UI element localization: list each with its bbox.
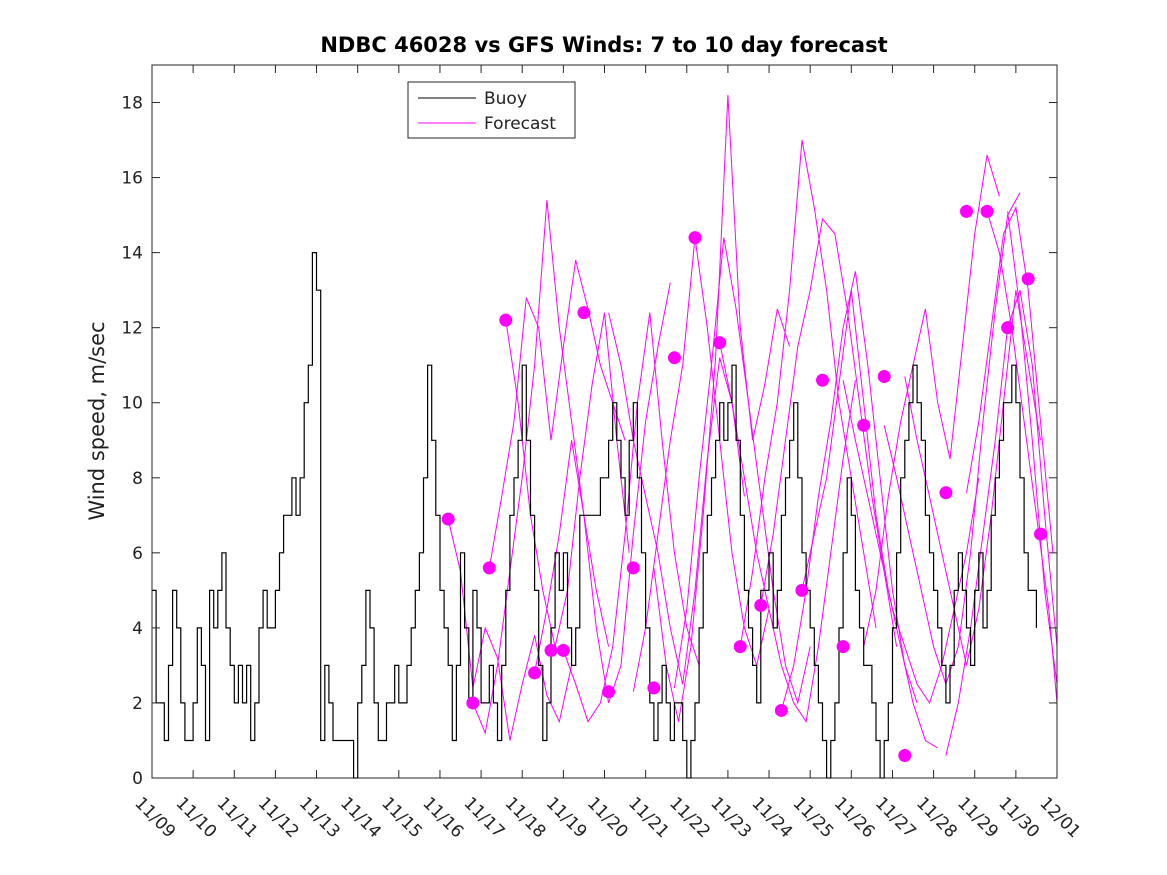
forecast-line xyxy=(760,217,898,647)
forecast-line xyxy=(488,259,626,568)
y-tick-label: 16 xyxy=(121,169,143,189)
forecast-marker xyxy=(544,643,558,657)
forecast-line xyxy=(945,290,1058,756)
forecast-series-group xyxy=(447,94,1058,756)
y-tick-label: 6 xyxy=(132,544,143,564)
forecast-line xyxy=(863,154,1000,647)
forecast-line xyxy=(801,290,938,749)
forecast-marker xyxy=(528,666,542,680)
forecast-line xyxy=(966,205,1054,553)
forecast-marker xyxy=(688,231,702,245)
legend-forecast-label: Forecast xyxy=(484,114,556,134)
forecast-line xyxy=(719,342,856,724)
forecast-marker xyxy=(816,373,830,387)
y-tick-label: 14 xyxy=(121,244,143,264)
forecast-line xyxy=(472,200,610,735)
forecast-marker xyxy=(499,313,513,327)
legend: Buoy Forecast xyxy=(407,81,576,139)
forecast-line xyxy=(534,282,671,704)
forecast-line xyxy=(842,380,980,705)
forecast-line xyxy=(608,312,745,685)
forecast-marker xyxy=(556,643,570,657)
forecast-marker xyxy=(441,512,455,526)
forecast-marker xyxy=(1021,272,1035,286)
forecast-line xyxy=(986,211,1058,703)
y-axis-label: Wind speed, m/sec xyxy=(85,321,109,520)
forecast-marker xyxy=(774,703,788,717)
forecast-line xyxy=(780,271,918,711)
forecast-marker xyxy=(466,696,480,710)
forecast-marker xyxy=(577,306,591,320)
y-axis: 0 2 4 6 8 10 12 14 16 18 xyxy=(121,94,1057,789)
forecast-marker xyxy=(482,561,496,575)
forecast-line xyxy=(904,290,1041,666)
forecast-marker xyxy=(960,204,973,218)
y-tick-label: 0 xyxy=(132,769,143,789)
forecast-marker xyxy=(857,418,871,432)
y-tick-label: 18 xyxy=(121,94,143,114)
forecast-marker xyxy=(1034,527,1048,541)
forecast-line xyxy=(562,312,700,723)
forecast-line xyxy=(1007,211,1058,685)
forecast-line xyxy=(632,237,770,692)
forecast-marker xyxy=(795,583,809,597)
forecast-line xyxy=(673,237,811,705)
forecast-marker xyxy=(733,640,747,654)
forecast-marker xyxy=(754,598,768,612)
forecast-marker xyxy=(836,640,850,654)
buoy-series-group xyxy=(152,252,1037,779)
legend-box xyxy=(407,81,576,139)
y-tick-label: 12 xyxy=(121,319,143,339)
chart-title: NDBC 46028 vs GFS Winds: 7 to 10 day for… xyxy=(320,33,887,57)
y-tick-label: 2 xyxy=(132,694,143,714)
forecast-marker xyxy=(626,561,640,575)
buoy-line xyxy=(152,252,1037,779)
y-tick-label: 4 xyxy=(132,619,143,639)
forecast-markers-group xyxy=(441,204,1048,762)
legend-buoy-label: Buoy xyxy=(484,89,527,109)
plot-area xyxy=(152,65,1057,778)
forecast-marker xyxy=(647,681,661,695)
forecast-line xyxy=(739,140,877,647)
forecast-line xyxy=(653,94,791,722)
forecast-marker xyxy=(939,486,953,500)
forecast-marker xyxy=(980,204,994,218)
y-tick-label: 10 xyxy=(121,394,143,414)
forecast-marker xyxy=(1001,321,1015,335)
forecast-marker xyxy=(667,351,681,365)
y-tick-label: 8 xyxy=(132,469,143,489)
forecast-marker xyxy=(877,369,891,383)
forecast-marker xyxy=(898,748,912,762)
forecast-marker xyxy=(713,336,727,350)
forecast-marker xyxy=(602,685,616,699)
